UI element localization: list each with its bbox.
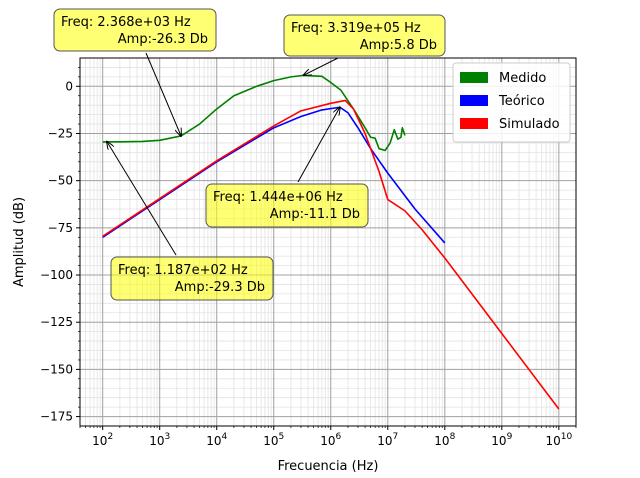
x-axis: 102 103 104 105 106 107 108 109 1010: [79, 426, 577, 448]
x-tick-label: 107: [377, 432, 398, 448]
annotation-frequency: Freq: 3.319e+05 Hz: [291, 21, 421, 36]
x-tick-label-exponent: 7: [393, 432, 399, 442]
annotation-arrow: [297, 107, 340, 183]
annotation-amplitude: Amp:-11.1 Db: [270, 207, 360, 222]
x-tick-label-base: 10: [149, 434, 164, 448]
x-tick-label-base: 10: [491, 434, 506, 448]
x-tick-label: 104: [206, 432, 227, 448]
legend-entry-label: Teórico: [498, 94, 545, 109]
x-tick-label-base: 10: [263, 434, 278, 448]
x-tick-label: 108: [434, 432, 455, 448]
annotation-box: [205, 183, 369, 228]
x-tick-label-base: 10: [206, 434, 221, 448]
annotation-box: [283, 14, 446, 57]
legend-swatch: [460, 72, 488, 83]
x-tick-label-base: 10: [434, 434, 449, 448]
annotation-box: [53, 8, 217, 52]
x-tick-label: 102: [92, 432, 113, 448]
x-tick-label-exponent: 4: [221, 432, 227, 442]
y-tick-label: −25: [48, 126, 73, 140]
series-line-medido: [102, 74, 406, 152]
x-tick-label: 109: [491, 432, 512, 448]
x-tick-label-exponent: 9: [507, 432, 513, 442]
annotation-arrow: [107, 142, 177, 256]
x-tick-label-base: 10: [320, 434, 335, 448]
x-axis-label: Frecuencia (Hz): [278, 459, 379, 474]
annotation-frequency: Freq: 2.368e+03 Hz: [61, 15, 191, 30]
x-tick-label-exponent: 10: [561, 432, 573, 442]
legend-swatch: [460, 118, 488, 129]
x-tick-label-exponent: 5: [279, 432, 285, 442]
annotations: Freq: 2.368e+03 Hz Amp:-26.3 Db Freq: 3.31…: [53, 8, 446, 301]
x-tick-label: 1010: [545, 432, 572, 448]
legend-swatch: [460, 95, 488, 106]
x-tick-label-exponent: 8: [450, 432, 456, 442]
annotation-frequency: Freq: 1.444e+06 Hz: [213, 190, 343, 205]
major-grid: [80, 58, 576, 426]
annotation-amplitude: Amp:-26.3 Db: [118, 32, 208, 47]
annotation-arrow: [145, 52, 181, 136]
x-tick-label: 103: [149, 432, 170, 448]
legend-entry-label: Simulado: [499, 117, 560, 132]
annotation-frequency: Freq: 1.187e+02 Hz: [118, 263, 248, 278]
annotation-amplitude: Amp:5.8 Db: [360, 38, 437, 53]
x-tick-label: 106: [320, 432, 341, 448]
y-axis: 0 −25 −50 −75 −100 −125 −150 −175: [40, 67, 80, 424]
x-tick-label-base: 10: [545, 434, 560, 448]
annotation-arrow: [303, 57, 339, 75]
x-tick-label-exponent: 6: [336, 432, 342, 442]
x-tick-label-base: 10: [92, 434, 107, 448]
y-tick-label: −175: [40, 410, 73, 424]
y-tick-label: −100: [40, 268, 73, 282]
x-tick-label-exponent: 3: [164, 432, 170, 442]
y-tick-label: 0: [65, 79, 73, 93]
legend-entry-label: Medido: [499, 71, 546, 86]
y-tick-label: −150: [40, 362, 73, 376]
x-tick-label-exponent: 2: [107, 432, 113, 442]
legend: Medido Teórico Simulado: [452, 62, 571, 143]
annotation-box: [110, 256, 274, 301]
x-tick-label-base: 10: [377, 434, 392, 448]
y-axis-label: Amplitud (dB): [12, 197, 27, 287]
y-tick-label: −50: [48, 174, 73, 188]
y-tick-label: −75: [48, 221, 73, 235]
series-line-simulado: [102, 99, 560, 410]
annotation-amplitude: Amp:-29.3 Db: [175, 280, 265, 295]
y-tick-label: −125: [40, 315, 73, 329]
x-tick-label: 105: [263, 432, 284, 448]
